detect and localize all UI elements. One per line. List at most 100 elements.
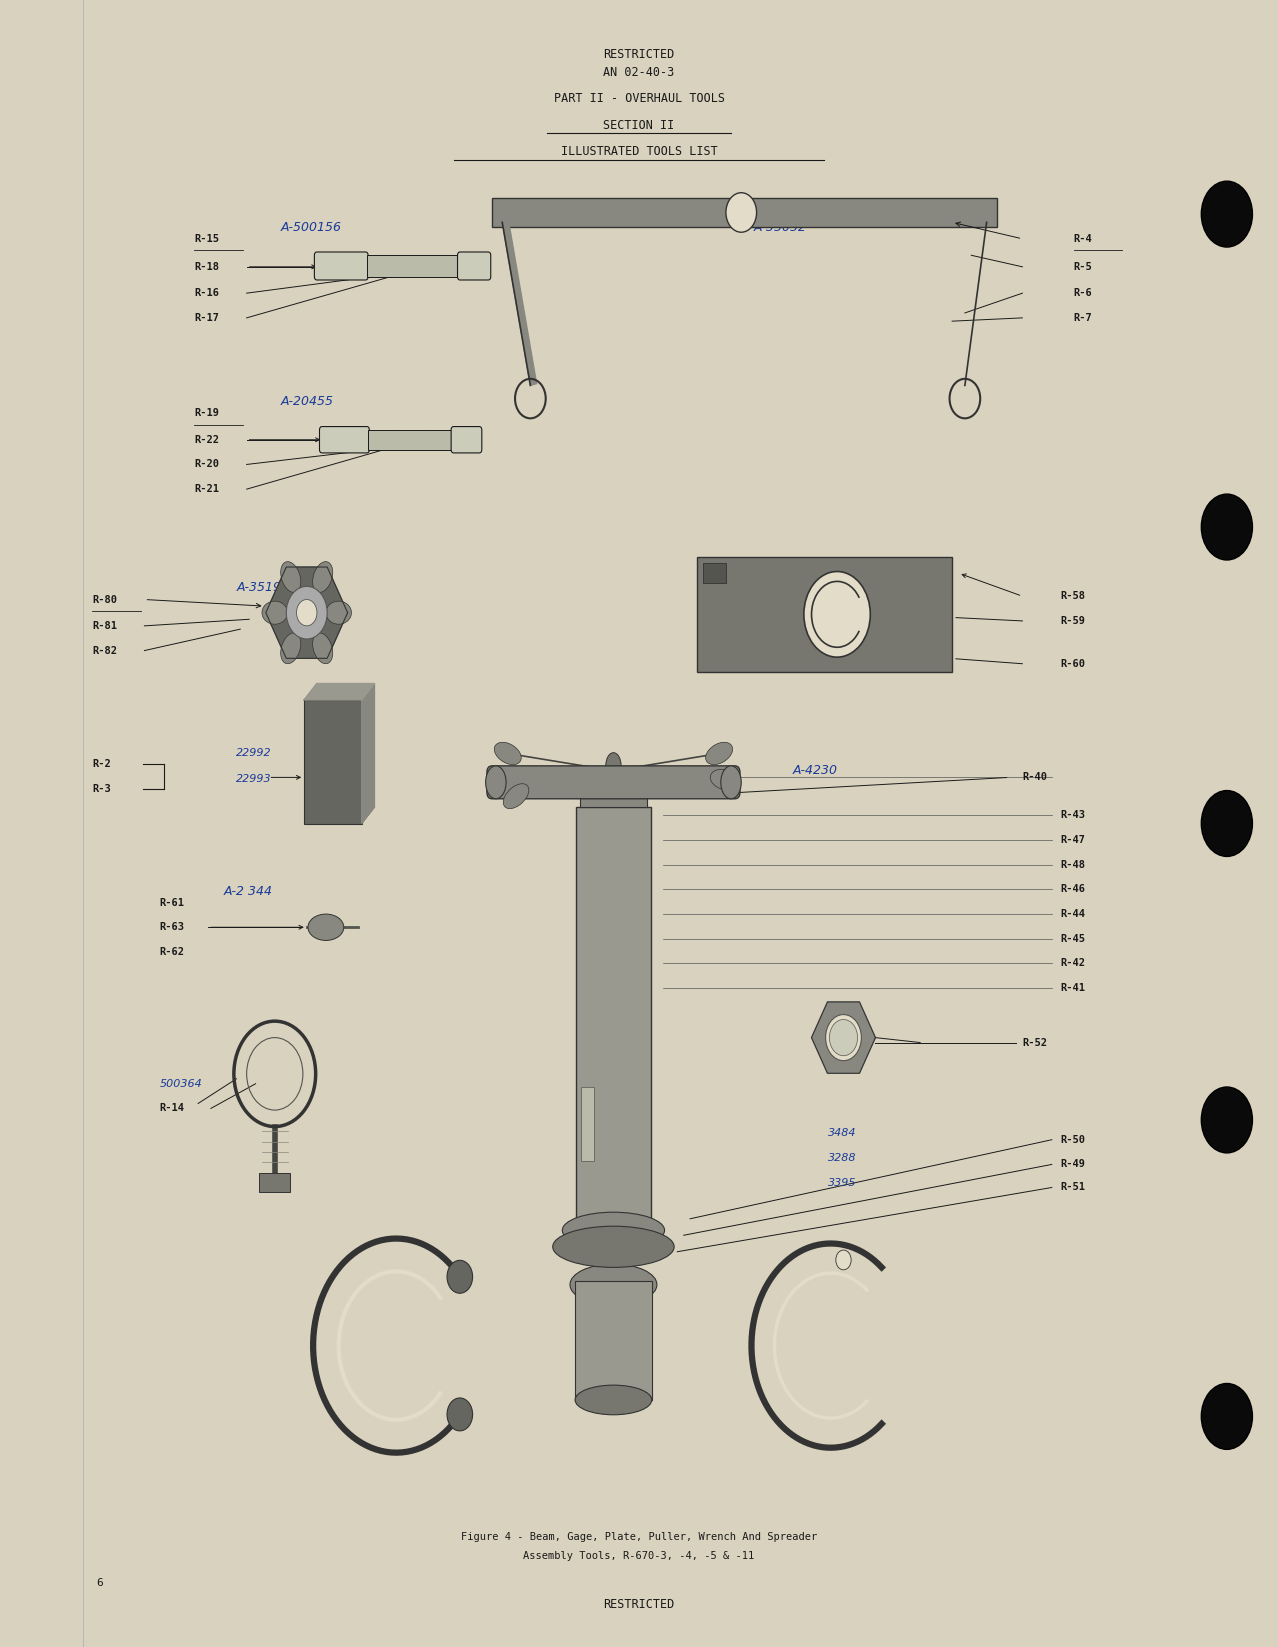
Text: R-47: R-47 <box>1061 835 1086 845</box>
Text: R-19: R-19 <box>194 408 220 418</box>
FancyBboxPatch shape <box>320 427 369 453</box>
FancyBboxPatch shape <box>451 427 482 453</box>
Circle shape <box>1201 181 1252 247</box>
Text: AN 02-40-3: AN 02-40-3 <box>603 66 675 79</box>
Text: R-15: R-15 <box>194 234 220 244</box>
Ellipse shape <box>504 784 529 809</box>
Text: R-44: R-44 <box>1061 909 1086 919</box>
Polygon shape <box>362 684 374 824</box>
Circle shape <box>1201 494 1252 560</box>
Text: 3396: 3396 <box>828 1033 856 1043</box>
Circle shape <box>1201 791 1252 856</box>
Ellipse shape <box>606 753 621 779</box>
Text: 500364: 500364 <box>160 1079 202 1089</box>
Text: 3288: 3288 <box>828 1153 856 1163</box>
Bar <box>697 557 952 672</box>
Text: R-20: R-20 <box>194 460 220 469</box>
Ellipse shape <box>711 769 739 791</box>
Polygon shape <box>266 567 348 659</box>
Text: A-4230: A-4230 <box>792 764 837 777</box>
Circle shape <box>1201 1383 1252 1449</box>
Circle shape <box>829 1019 858 1056</box>
Circle shape <box>1201 1087 1252 1153</box>
Text: R-48: R-48 <box>1061 860 1086 870</box>
Text: R-21: R-21 <box>194 484 220 494</box>
Text: R-42: R-42 <box>1061 959 1086 968</box>
Ellipse shape <box>570 1265 657 1304</box>
Circle shape <box>447 1260 473 1293</box>
Polygon shape <box>304 684 374 700</box>
Bar <box>581 1087 594 1161</box>
Text: R-41: R-41 <box>1061 983 1086 993</box>
Ellipse shape <box>313 632 332 664</box>
Circle shape <box>296 600 317 626</box>
Text: R-18: R-18 <box>194 262 220 272</box>
Ellipse shape <box>562 1212 665 1248</box>
Text: 6: 6 <box>96 1578 102 1588</box>
Text: A-20455: A-20455 <box>281 395 334 408</box>
Text: R-2: R-2 <box>92 759 111 769</box>
Bar <box>367 255 460 277</box>
Text: R-43: R-43 <box>1061 810 1086 820</box>
Text: R-7: R-7 <box>1074 313 1093 323</box>
Text: A4116: A4116 <box>812 578 852 591</box>
Ellipse shape <box>486 766 506 799</box>
Text: R-16: R-16 <box>194 288 220 298</box>
Text: A-2 344: A-2 344 <box>224 884 272 898</box>
Ellipse shape <box>705 743 732 764</box>
Text: A-500156: A-500156 <box>281 221 343 234</box>
Ellipse shape <box>326 601 351 624</box>
Text: R-60: R-60 <box>1061 659 1086 669</box>
Bar <box>575 1281 652 1400</box>
Bar <box>580 777 647 807</box>
Circle shape <box>726 193 757 232</box>
Bar <box>492 198 997 227</box>
Text: Figure 4 - Beam, Gage, Plate, Puller, Wrench And Spreader: Figure 4 - Beam, Gage, Plate, Puller, Wr… <box>461 1532 817 1542</box>
Text: R-59: R-59 <box>1061 616 1086 626</box>
Text: 22993: 22993 <box>236 774 272 784</box>
Text: R-49: R-49 <box>1061 1159 1086 1169</box>
FancyBboxPatch shape <box>458 252 491 280</box>
Circle shape <box>286 586 327 639</box>
Text: R-51: R-51 <box>1061 1183 1086 1192</box>
Text: Assembly Tools, R-670-3, -4, -5 & -11: Assembly Tools, R-670-3, -4, -5 & -11 <box>524 1551 754 1561</box>
Text: R-61: R-61 <box>160 898 185 907</box>
Ellipse shape <box>308 914 344 940</box>
Text: R-58: R-58 <box>1061 591 1086 601</box>
Text: 3395: 3395 <box>828 1178 856 1187</box>
Text: R-14: R-14 <box>160 1103 185 1113</box>
Text: 22992: 22992 <box>236 748 272 758</box>
Ellipse shape <box>281 632 300 664</box>
Circle shape <box>804 572 870 657</box>
Text: SECTION II: SECTION II <box>603 119 675 132</box>
Bar <box>304 700 362 824</box>
Text: PART II - OVERHAUL TOOLS: PART II - OVERHAUL TOOLS <box>553 92 725 105</box>
Polygon shape <box>502 221 537 385</box>
Text: R-17: R-17 <box>194 313 220 323</box>
Text: R-45: R-45 <box>1061 934 1086 944</box>
Text: R-81: R-81 <box>92 621 118 631</box>
Text: R-62: R-62 <box>160 947 185 957</box>
Ellipse shape <box>575 1385 652 1415</box>
Text: 3484: 3484 <box>828 1128 856 1138</box>
Text: R-3: R-3 <box>92 784 111 794</box>
Bar <box>703 563 726 583</box>
Text: R-63: R-63 <box>160 922 185 932</box>
Text: A-35190: A-35190 <box>236 581 289 595</box>
Text: R-5: R-5 <box>1074 262 1093 272</box>
Text: R-40: R-40 <box>1022 772 1048 782</box>
Bar <box>576 807 651 1260</box>
Text: R-6: R-6 <box>1074 288 1093 298</box>
Circle shape <box>836 1250 851 1270</box>
Bar <box>368 430 454 450</box>
Text: R-46: R-46 <box>1061 884 1086 894</box>
Ellipse shape <box>552 1225 675 1268</box>
Text: R-50: R-50 <box>1061 1135 1086 1145</box>
Text: R-82: R-82 <box>92 646 118 656</box>
Text: R-22: R-22 <box>194 435 220 445</box>
Text: RESTRICTED: RESTRICTED <box>603 48 675 61</box>
Text: ILLUSTRATED TOOLS LIST: ILLUSTRATED TOOLS LIST <box>561 145 717 158</box>
Ellipse shape <box>262 601 288 624</box>
Polygon shape <box>812 1001 875 1074</box>
Text: RESTRICTED: RESTRICTED <box>603 1598 675 1611</box>
